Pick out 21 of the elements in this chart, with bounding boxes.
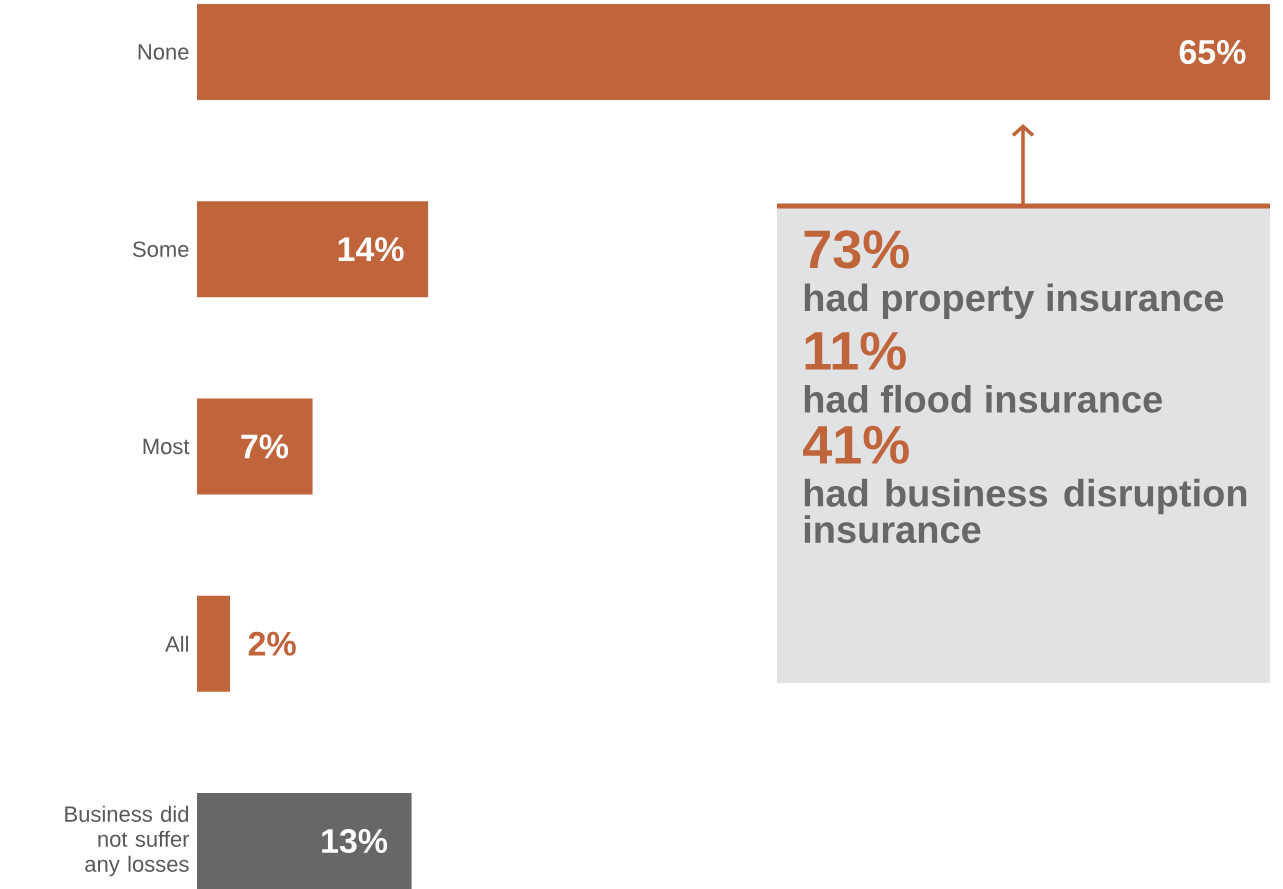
bar: [197, 595, 231, 692]
bar: [197, 398, 313, 495]
data-label: 2%: [248, 631, 296, 656]
y-tick-label: None: [138, 44, 189, 60]
y-tick-label: All: [165, 635, 188, 652]
annotation: 41%: [803, 425, 909, 464]
annotation: 73%: [804, 230, 909, 269]
y-tick-label: Most: [143, 438, 190, 455]
y-tick-label: Business did not suffer any losses: [65, 805, 190, 877]
data-label: 14%: [338, 237, 404, 262]
annotation: 11%: [805, 331, 906, 370]
annotation: had flood insurance: [804, 384, 1162, 413]
bar: [197, 201, 429, 298]
y-tick-label: Some: [133, 241, 189, 258]
data-label: 7%: [241, 434, 289, 459]
data-label: 65%: [1179, 39, 1246, 65]
annotation: had business disruption insurance: [804, 478, 1247, 544]
bar: [197, 793, 412, 889]
annotation: had property insurance: [804, 283, 1224, 319]
data-label: 13%: [322, 828, 388, 854]
bar: [197, 4, 1270, 100]
